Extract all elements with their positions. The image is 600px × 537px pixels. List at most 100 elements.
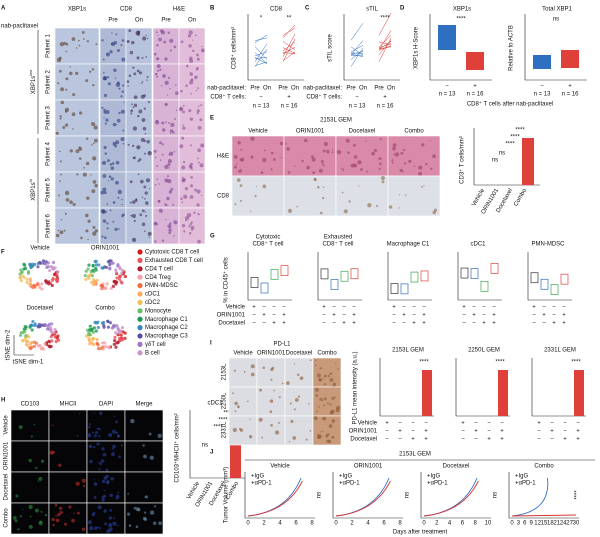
cluster-dot [33, 285, 37, 289]
axis [429, 14, 492, 81]
cluster-dot [25, 280, 29, 285]
cluster-dot [120, 271, 124, 275]
micrograph [10, 440, 50, 473]
cluster-dot [106, 325, 111, 329]
texture [115, 497, 119, 500]
texture [92, 225, 96, 229]
texture [168, 167, 170, 169]
texture [337, 368, 339, 370]
texture [56, 57, 62, 63]
texture [77, 511, 80, 515]
texture [83, 38, 85, 40]
texture [39, 520, 43, 524]
texture [120, 95, 123, 98]
texture [138, 158, 142, 162]
texture [112, 122, 117, 127]
label: − [392, 321, 396, 327]
label: CD103 [21, 402, 40, 408]
label: 9 [530, 521, 534, 527]
texture [249, 210, 252, 213]
texture [33, 424, 36, 426]
texture [92, 445, 96, 449]
cluster-dot [38, 343, 42, 348]
texture [331, 419, 336, 423]
texture [320, 160, 324, 163]
texture [93, 482, 98, 486]
cluster-dot [46, 261, 50, 265]
texture [122, 129, 125, 132]
texture [49, 450, 55, 455]
texture [290, 419, 294, 424]
label: + [568, 84, 572, 90]
texture [180, 40, 184, 44]
texture [132, 106, 135, 109]
axis [247, 252, 292, 301]
label: − [487, 429, 491, 435]
texture [103, 71, 105, 74]
label: +IgG [515, 474, 529, 480]
texture [92, 431, 95, 434]
texture [191, 39, 194, 41]
texture [121, 57, 126, 62]
label: + [332, 313, 336, 319]
texture [197, 161, 200, 164]
texture [157, 69, 160, 72]
texture [236, 405, 240, 409]
texture [71, 37, 76, 41]
texture [315, 359, 317, 362]
texture [373, 148, 378, 152]
micrograph [54, 99, 100, 137]
texture [99, 411, 103, 416]
texture [250, 364, 255, 369]
cluster-dot [33, 323, 37, 328]
pair-line [378, 41, 392, 50]
texture [335, 405, 341, 411]
texture [59, 42, 64, 47]
cluster-dot [120, 325, 125, 330]
texture [185, 64, 189, 68]
cluster-dot [35, 282, 39, 287]
texture [109, 493, 113, 498]
texture [170, 187, 174, 191]
texture [59, 69, 62, 73]
texture [126, 80, 130, 83]
texture [133, 95, 138, 100]
texture [378, 157, 382, 161]
label: Pre [346, 86, 356, 92]
texture [235, 163, 238, 165]
texture [137, 508, 141, 512]
texture [188, 44, 192, 48]
texture [69, 71, 73, 76]
label: ns [202, 443, 208, 449]
label: + [487, 437, 491, 443]
label: − [542, 305, 546, 311]
label: + [562, 321, 566, 327]
texture [331, 435, 335, 439]
label: − [412, 305, 416, 311]
texture [87, 433, 92, 438]
texture [145, 178, 151, 183]
texture [112, 220, 115, 223]
group-name: XBP1s [31, 182, 37, 200]
texture [168, 122, 170, 124]
label: − [550, 437, 554, 443]
texture [79, 412, 81, 415]
micrograph [124, 409, 164, 442]
texture [57, 229, 60, 232]
label: Macrophage C2 [145, 325, 188, 331]
cluster-dot [87, 263, 91, 267]
legend-swatch [137, 266, 143, 272]
texture [146, 140, 150, 144]
cluster-dot [44, 279, 48, 283]
texture [321, 163, 324, 166]
texture [196, 75, 198, 77]
texture [101, 162, 103, 164]
texture [143, 185, 147, 189]
cluster-dot [106, 319, 110, 323]
label: − [322, 321, 326, 327]
texture [319, 397, 323, 401]
label: + [552, 321, 556, 327]
cluster-dot [114, 270, 118, 274]
label: 4 [448, 521, 452, 527]
axis [455, 358, 510, 417]
